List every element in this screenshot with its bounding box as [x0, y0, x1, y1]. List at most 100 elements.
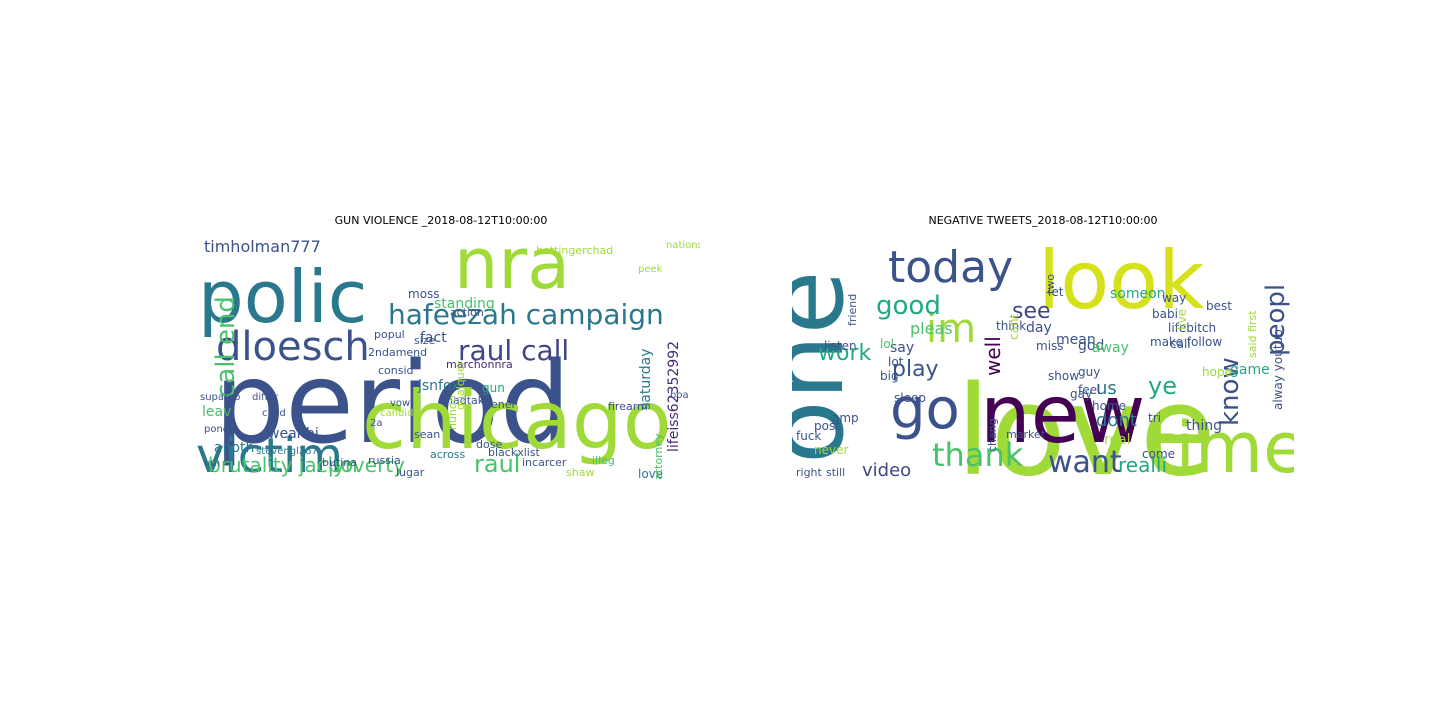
word-1-49: call	[1170, 337, 1191, 351]
word-1-37: game	[1230, 362, 1270, 378]
word-0-47: sean	[414, 428, 440, 441]
word-0-55: candid	[380, 408, 413, 419]
word-0-13: lifeiss62352992	[666, 341, 682, 452]
word-1-59: right	[796, 466, 823, 479]
word-1-30: sleep	[894, 391, 926, 405]
word-1-64: two	[1044, 274, 1057, 294]
word-0-44: shaw	[566, 466, 594, 479]
word-0-29: action	[450, 306, 484, 319]
word-1-1: one	[792, 270, 867, 464]
word-0-25: blackxlist	[488, 446, 541, 459]
word-0-27: firearm	[608, 400, 648, 413]
negative-tweets-word-cloud: love one look new time today im go thank want know…	[792, 230, 1294, 482]
word-1-46: way	[1162, 291, 1186, 305]
word-1-19: ye	[1148, 372, 1177, 400]
word-1-47: babi	[1152, 307, 1178, 321]
word-0-36: gener	[484, 398, 516, 411]
word-0-31: consid	[378, 364, 414, 377]
word-0-26: incarcer	[522, 456, 567, 469]
word-0-0: period	[214, 339, 571, 469]
word-0-5: dloesch	[216, 324, 370, 370]
word-0-34: marchonnra	[446, 358, 513, 371]
word-0-33: popul	[374, 328, 405, 341]
word-1-50: hope	[1202, 365, 1232, 379]
word-0-50: pond	[204, 424, 229, 435]
word-1-39: come	[1142, 447, 1175, 461]
word-0-7: raul call	[458, 334, 569, 367]
word-0-51: um	[204, 458, 220, 469]
word-0-59: qualquer	[454, 361, 467, 410]
word-0-15: standing	[434, 296, 495, 312]
word-1-3: new	[980, 368, 1145, 461]
word-1-56: show	[1048, 369, 1079, 383]
word-0-3: chicago	[362, 374, 672, 467]
word-0-20: wealthi	[268, 426, 319, 442]
word-1-23: day	[1026, 320, 1052, 336]
right-panel-title: NEGATIVE TWEETS_2018-08-12T10:00:00	[928, 214, 1158, 227]
word-1-16: video	[862, 460, 911, 481]
word-1-51: lot	[888, 355, 904, 369]
word-1-34: best	[1206, 299, 1232, 313]
word-1-24: say	[890, 340, 914, 356]
word-0-21: anoth	[214, 440, 254, 456]
word-1-15: see	[1012, 299, 1051, 324]
word-1-31: someon	[1110, 286, 1166, 302]
word-1-53: lol	[880, 337, 894, 351]
word-1-55: miss	[1036, 339, 1064, 353]
word-0-57: peek	[638, 264, 663, 275]
word-1-66: gay	[1070, 387, 1092, 401]
word-1-9: want	[1048, 445, 1122, 480]
word-0-56: boa	[670, 390, 689, 401]
word-1-29: fuck	[796, 429, 821, 443]
word-0-41: machista	[388, 480, 438, 482]
word-1-54: think	[996, 319, 1026, 333]
word-1-12: good	[876, 291, 941, 321]
word-1-35: said first	[1246, 310, 1259, 358]
word-0-24: attorney	[652, 433, 665, 480]
word-1-18: dont	[1096, 410, 1137, 431]
word-1-21: realli	[1118, 453, 1167, 477]
word-0-45: dose	[476, 438, 502, 451]
word-1-8: thank	[932, 436, 1024, 474]
word-1-11: peopl	[1261, 284, 1291, 356]
word-1-41: real	[1104, 432, 1131, 448]
word-0-39: russia	[368, 454, 401, 467]
word-1-58: never	[814, 443, 848, 457]
word-1-26: mean	[1056, 332, 1096, 348]
word-0-38: butina	[322, 456, 357, 469]
word-1-27: listen	[824, 339, 857, 353]
word-1-22: pleas	[910, 319, 953, 338]
word-1-20: us	[1096, 378, 1117, 399]
word-1-2: look	[1038, 234, 1205, 327]
word-0-58: nations	[666, 240, 700, 251]
word-1-42: guy	[1078, 365, 1100, 379]
word-0-10: poverty	[328, 453, 405, 477]
word-0-32: size	[414, 334, 436, 347]
word-1-28: amp	[832, 411, 859, 425]
word-0-11: raul	[474, 450, 520, 478]
word-1-38: thing	[1186, 418, 1222, 434]
word-0-17: fact	[420, 330, 447, 346]
word-1-48: live	[1175, 309, 1189, 330]
left-panel-title: GUN VIOLENCE _2018-08-12T10:00:00	[334, 214, 548, 227]
word-1-6: im	[926, 306, 976, 352]
word-0-8: call end	[211, 296, 241, 398]
word-0-48: 2a	[370, 418, 383, 429]
word-0-4: victim	[196, 428, 343, 482]
word-0-37: stevengl267	[256, 446, 318, 457]
word-0-16: moss	[408, 287, 440, 301]
word-1-33: lifebitch	[1168, 321, 1216, 335]
word-0-35: chadtak	[440, 394, 485, 407]
word-1-61: chang	[986, 418, 999, 452]
word-1-17: well	[981, 336, 1005, 376]
word-0-53: differ	[252, 392, 279, 403]
word-0-9: brutality jaclyn	[208, 453, 358, 477]
word-0-12: timholman777	[204, 237, 321, 256]
word-1-36: alway youtub	[1271, 329, 1285, 410]
word-0-30: 2ndamend	[368, 346, 427, 359]
word-1-40: tri	[1148, 411, 1161, 425]
word-1-7: go	[890, 377, 960, 442]
